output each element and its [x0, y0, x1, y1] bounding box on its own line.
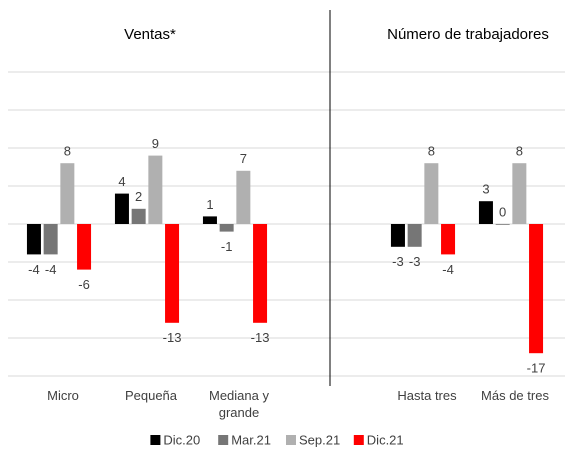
bar [495, 224, 510, 225]
bar [148, 155, 163, 224]
legend-label: Dic.20 [163, 432, 200, 447]
bar [390, 224, 405, 247]
data-label: 1 [206, 197, 213, 212]
bar [407, 224, 422, 247]
data-label: 7 [240, 151, 247, 166]
bar [441, 224, 456, 255]
data-label: -4 [28, 262, 40, 277]
bar [26, 224, 41, 255]
bar [236, 170, 251, 224]
data-label: -4 [442, 262, 454, 277]
bar [131, 208, 146, 224]
legend-label: Sep.21 [299, 432, 340, 447]
bar [77, 224, 92, 270]
legend-swatch [218, 435, 229, 445]
data-label: -3 [409, 254, 421, 269]
x-tick-label: Hasta tres [397, 388, 457, 403]
bar [219, 224, 234, 232]
data-label: 9 [152, 136, 159, 151]
data-label: -13 [251, 330, 270, 345]
data-label: 8 [64, 144, 71, 159]
legend-swatch [353, 435, 364, 445]
data-label: 3 [482, 182, 489, 197]
data-label: -13 [163, 330, 182, 345]
data-label: 2 [135, 189, 142, 204]
data-label: -17 [527, 361, 546, 376]
legend-swatch [150, 435, 161, 445]
bar [165, 224, 180, 323]
data-label: -4 [45, 262, 57, 277]
bar [202, 216, 217, 224]
x-tick-label: Más de tres [481, 388, 549, 403]
bar [114, 193, 129, 224]
bar [478, 201, 493, 224]
bar [424, 163, 439, 224]
bar [60, 163, 75, 224]
x-tick-label: Pequeña [124, 388, 178, 403]
bar [512, 163, 527, 224]
data-label: -6 [78, 277, 90, 292]
x-tick-label: Mediana y grande [209, 388, 269, 420]
data-label: 8 [516, 144, 523, 159]
data-label: 4 [118, 174, 125, 189]
legend-label: Dic.21 [367, 432, 404, 447]
bar [529, 224, 544, 354]
bar [253, 224, 268, 323]
panel-title: Ventas* [124, 26, 176, 43]
legend-label: Mar.21 [231, 432, 271, 447]
legend-swatch [286, 435, 296, 445]
bar [43, 224, 58, 255]
x-tick-label: Micro [47, 388, 79, 403]
data-label: 8 [428, 144, 435, 159]
data-label: -3 [392, 254, 404, 269]
panel-title: Número de trabajadores [387, 26, 549, 43]
data-label: 0 [499, 204, 506, 219]
data-label: -1 [221, 239, 233, 254]
